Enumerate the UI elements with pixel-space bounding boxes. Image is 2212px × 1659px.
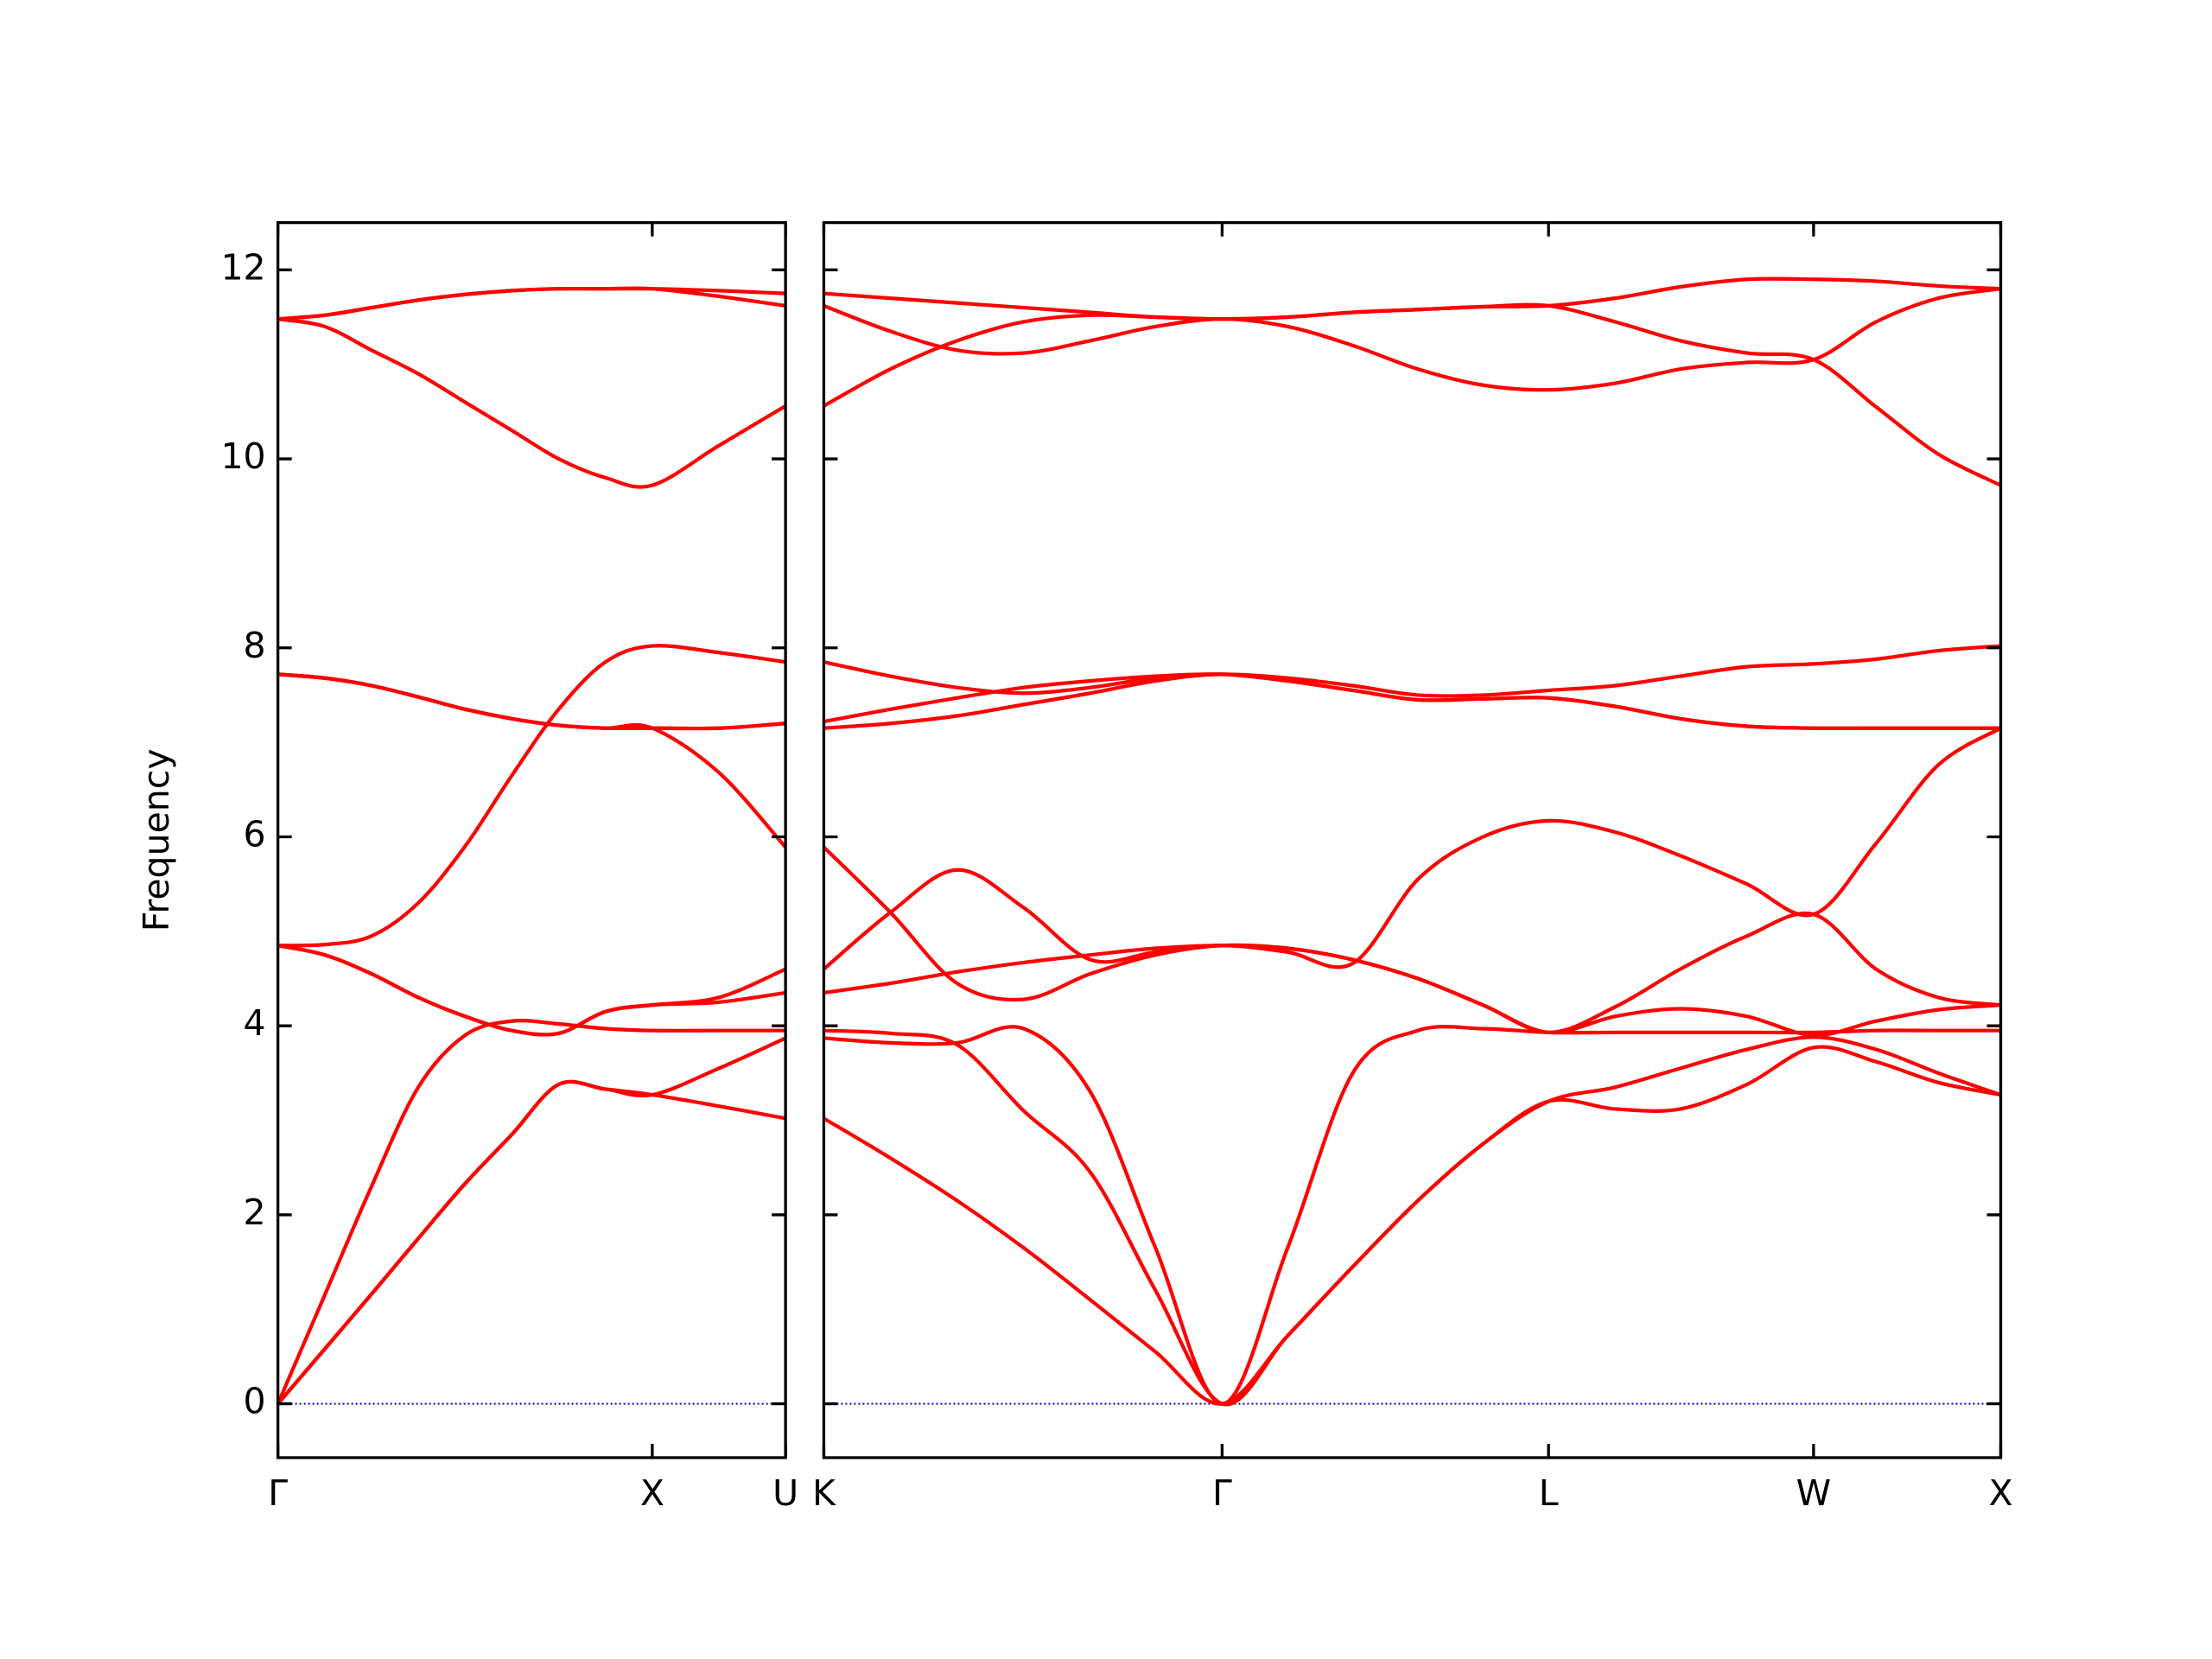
y-tick-label: 2 <box>244 1192 266 1233</box>
y-tick-label: 0 <box>244 1381 266 1422</box>
band-line <box>277 644 786 948</box>
x-tick-label: L <box>1539 1472 1559 1514</box>
y-axis-label: Frequency <box>136 748 177 931</box>
band-line <box>822 846 2001 1034</box>
y-tick-label: 8 <box>244 625 266 666</box>
band-line <box>823 276 2001 321</box>
band-line <box>277 944 786 1037</box>
band-line <box>276 1036 786 1406</box>
x-tick-label: X <box>1988 1472 2012 1514</box>
band-line <box>823 726 2002 971</box>
y-tick-label: 4 <box>244 1002 266 1044</box>
band-line <box>277 286 786 321</box>
y-tick-label: 12 <box>220 246 265 288</box>
x-tick-label: X <box>640 1472 664 1514</box>
band-line <box>823 672 2001 730</box>
x-tick-label: Γ <box>1212 1472 1232 1514</box>
x-tick-label: K <box>812 1472 836 1514</box>
y-tick-label: 6 <box>244 813 266 855</box>
band-line <box>277 317 787 489</box>
band-line <box>276 1019 786 1405</box>
x-tick-label: Γ <box>268 1472 288 1514</box>
plot-frame <box>276 220 787 1459</box>
plot-frame <box>822 220 2003 1459</box>
band-line <box>277 672 786 731</box>
band-line <box>823 1028 2002 1407</box>
y-tick-label: 10 <box>220 435 265 477</box>
band-line <box>823 1025 2001 1406</box>
x-tick-label: U <box>772 1472 798 1514</box>
x-tick-label: W <box>1796 1472 1832 1514</box>
band-line <box>823 287 2001 392</box>
band-line <box>823 644 2001 698</box>
